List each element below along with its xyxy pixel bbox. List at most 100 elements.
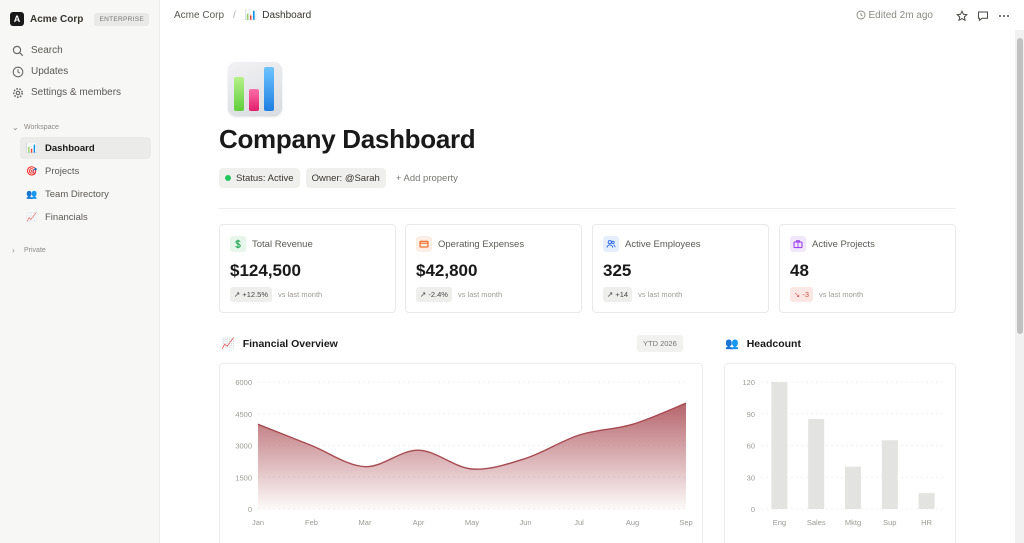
add-property-button[interactable]: + Add property (395, 172, 458, 184)
page-icon-bar (264, 67, 274, 111)
clock-icon (856, 10, 865, 20)
period-badge[interactable]: YTD 2026 (637, 335, 683, 352)
workspace-switcher[interactable]: A Acme Corp ENTERPRISE (0, 0, 159, 38)
sidebar-item-team-directory[interactable]: 👥 Team Directory (20, 183, 151, 205)
workspace-section-toggle[interactable]: ⌄ Workspace (0, 117, 159, 137)
sidebar-item-label: Team Directory (45, 188, 109, 200)
x-tick-label: Mar (359, 518, 372, 527)
financial-overview-title: 📈 Financial Overview (221, 337, 338, 351)
x-tick-label: Apr (413, 518, 425, 527)
headcount-bar (918, 493, 935, 509)
sidebar-item-search[interactable]: Search (0, 40, 159, 61)
gear-icon (12, 87, 24, 99)
y-tick-label: 4500 (235, 410, 252, 419)
more-icon[interactable] (998, 9, 1010, 21)
edited-status: Edited 2m ago (856, 9, 934, 21)
workspace-name: Acme Corp (30, 13, 84, 25)
sidebar-item-label: Financials (45, 211, 88, 223)
status-property[interactable]: Status: Active (219, 168, 300, 188)
trend-icon: 📈 (221, 338, 235, 350)
users-icon (603, 236, 619, 252)
x-tick-label: Mktg (845, 518, 861, 527)
chart-icon: 📊 (244, 9, 258, 21)
section-title: Financial Overview (242, 337, 338, 350)
section-label: Workspace (24, 123, 59, 131)
status-dot (225, 175, 231, 181)
page-icon-bar (249, 89, 259, 111)
breadcrumb-current[interactable]: Dashboard (262, 9, 312, 21)
x-tick-label: May (465, 518, 479, 527)
stat-card-employees[interactable]: Active Employees 325 ↗ +14 vs last month (592, 224, 769, 313)
dollar-icon (230, 236, 246, 252)
private-section-toggle[interactable]: › Private (0, 240, 159, 260)
sidebar-item-dashboard[interactable]: 📊 Dashboard (20, 137, 151, 159)
x-tick-label: Aug (626, 518, 639, 527)
financial-area-chart: 0 1500 3000 4500 6000 Jan Feb Mar Apr May Jun Jul Au… (235, 378, 692, 527)
y-tick-label: 1500 (235, 473, 252, 482)
stat-value: $42,800 (416, 261, 478, 280)
sidebar-item-projects[interactable]: 🎯 Projects (20, 160, 151, 182)
x-tick-label: Sales (807, 518, 826, 527)
sidebar-item-label: Projects (45, 165, 80, 177)
y-tick-label: 6000 (235, 378, 252, 387)
comparison-label: vs last month (638, 290, 683, 299)
trend-badge: ↘ -3 (790, 287, 814, 302)
stat-card-revenue[interactable]: Total Revenue $124,500 ↗ +12.5% vs last … (219, 224, 396, 313)
comparison-label: vs last month (457, 290, 503, 299)
page-properties: Status: Active Owner: @Sarah + Add prope… (219, 168, 458, 188)
sidebar-item-financials[interactable]: 📈 Financials (20, 206, 151, 228)
stat-label: Total Revenue (252, 238, 313, 250)
page-icon-bar (234, 77, 244, 111)
stat-value: 325 (603, 261, 632, 280)
sidebar-item-updates[interactable]: Updates (0, 61, 159, 82)
y-tick-label: 30 (747, 473, 755, 482)
search-icon (12, 45, 24, 57)
stat-label: Active Employees (625, 238, 701, 250)
y-tick-label: 3000 (235, 442, 252, 451)
stat-value: 48 (790, 261, 809, 280)
y-tick-label: 0 (248, 505, 252, 514)
y-tick-label: 60 (747, 442, 755, 451)
trend-badge: ↗ -2.4% (416, 287, 452, 302)
scrollbar-thumb[interactable] (1017, 38, 1023, 334)
star-icon[interactable] (956, 9, 968, 22)
clock-icon (12, 66, 24, 78)
x-tick-label: Jun (519, 518, 531, 527)
stat-card-expenses[interactable]: Operating Expenses $42,800 ↗ -2.4% vs la… (405, 224, 582, 313)
stat-label: Active Projects (812, 238, 875, 250)
comparison-label: vs last month (819, 290, 864, 299)
x-tick-label: Eng (773, 518, 786, 527)
x-tick-label: Feb (305, 518, 318, 527)
edited-label: Edited 2m ago (868, 9, 934, 21)
target-icon: 🎯 (26, 165, 38, 176)
headcount-bar (881, 440, 898, 509)
page-title[interactable]: Company Dashboard (219, 124, 476, 154)
card-icon (416, 236, 432, 252)
chart-icon: 📊 (26, 142, 38, 153)
headcount-bar-chart: 0 30 60 90 120 Eng Sales Mktg Sup HR (742, 378, 945, 527)
x-tick-label: Sup (883, 518, 896, 527)
stat-label: Operating Expenses (438, 238, 525, 250)
owner-label: Owner: @Sarah (311, 172, 380, 184)
section-label: Private (24, 246, 46, 254)
comment-icon[interactable] (977, 9, 989, 22)
headcount-bar (808, 419, 825, 509)
stat-card-projects[interactable]: Active Projects 48 ↘ -3 vs last month (779, 224, 956, 313)
headcount-bar (845, 466, 861, 509)
breadcrumb-separator: / (233, 9, 236, 21)
financial-chart-card: 0 1500 3000 4500 6000 Jan Feb Mar Apr May Jun Jul Au… (219, 363, 703, 543)
breadcrumb-root[interactable]: Acme Corp (174, 9, 225, 21)
sidebar-item-label: Search (31, 45, 63, 56)
sidebar-item-label: Settings & members (31, 87, 122, 98)
owner-property[interactable]: Owner: @Sarah (305, 168, 386, 188)
headcount-chart-card: 0 30 60 90 120 Eng Sales Mktg Sup HR (724, 363, 956, 543)
topbar: Acme Corp / 📊 Dashboard Edited 2m ago (160, 0, 1024, 30)
sidebar-item-label: Dashboard (45, 142, 95, 154)
stat-value: $124,500 (230, 261, 301, 280)
plan-badge: ENTERPRISE (94, 12, 149, 26)
x-tick-label: Jul (574, 518, 584, 527)
page-icon[interactable] (228, 62, 282, 116)
sidebar-item-settings[interactable]: Settings & members (0, 82, 159, 103)
chevron-right-icon: › (12, 245, 15, 255)
x-tick-label: Sep (679, 518, 692, 527)
